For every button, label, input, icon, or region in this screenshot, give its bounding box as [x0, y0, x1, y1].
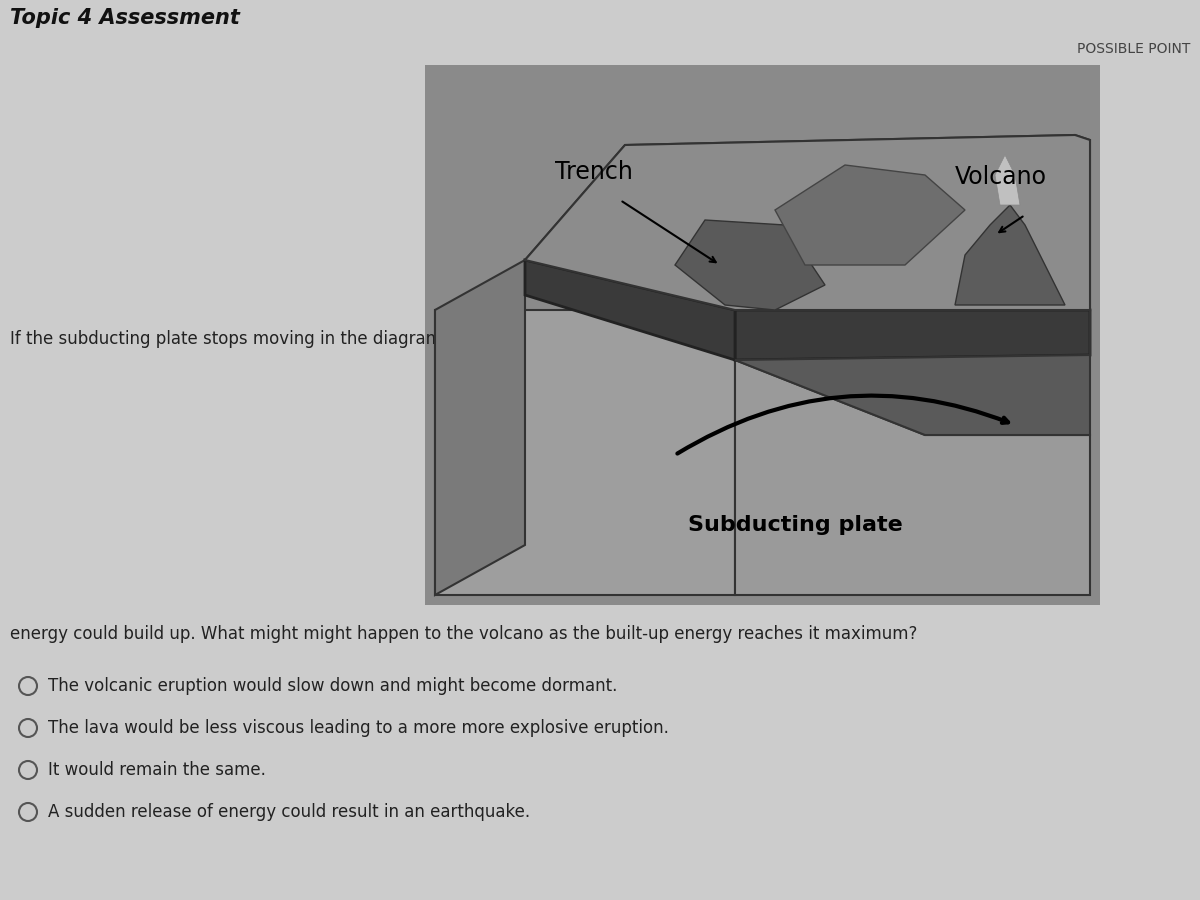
Text: energy could build up. What might might happen to the volcano as the built-up en: energy could build up. What might might … — [10, 625, 917, 643]
Polygon shape — [526, 135, 1090, 310]
Text: Volcano: Volcano — [955, 165, 1046, 189]
Polygon shape — [775, 165, 965, 265]
Text: POSSIBLE POINT: POSSIBLE POINT — [1076, 42, 1190, 56]
Text: It would remain the same.: It would remain the same. — [48, 761, 266, 779]
Text: The lava would be less viscous leading to a more more explosive eruption.: The lava would be less viscous leading t… — [48, 719, 668, 737]
Polygon shape — [734, 310, 1090, 360]
Polygon shape — [955, 205, 1066, 305]
Polygon shape — [526, 135, 1090, 310]
Text: Trench: Trench — [554, 160, 632, 184]
Polygon shape — [674, 220, 826, 310]
Bar — [425, 65, 1100, 605]
Text: A sudden release of energy could result in an earthquake.: A sudden release of energy could result … — [48, 803, 530, 821]
Polygon shape — [526, 260, 734, 360]
Text: If the subducting plate stops moving in the diagram,: If the subducting plate stops moving in … — [10, 330, 448, 348]
Polygon shape — [436, 310, 734, 595]
Polygon shape — [436, 260, 526, 595]
Text: Subducting plate: Subducting plate — [688, 515, 902, 535]
Polygon shape — [734, 360, 1090, 595]
Polygon shape — [734, 310, 1090, 435]
Text: Topic 4 Assessment: Topic 4 Assessment — [10, 8, 240, 28]
Polygon shape — [995, 155, 1020, 205]
Text: The volcanic eruption would slow down and might become dormant.: The volcanic eruption would slow down an… — [48, 677, 617, 695]
